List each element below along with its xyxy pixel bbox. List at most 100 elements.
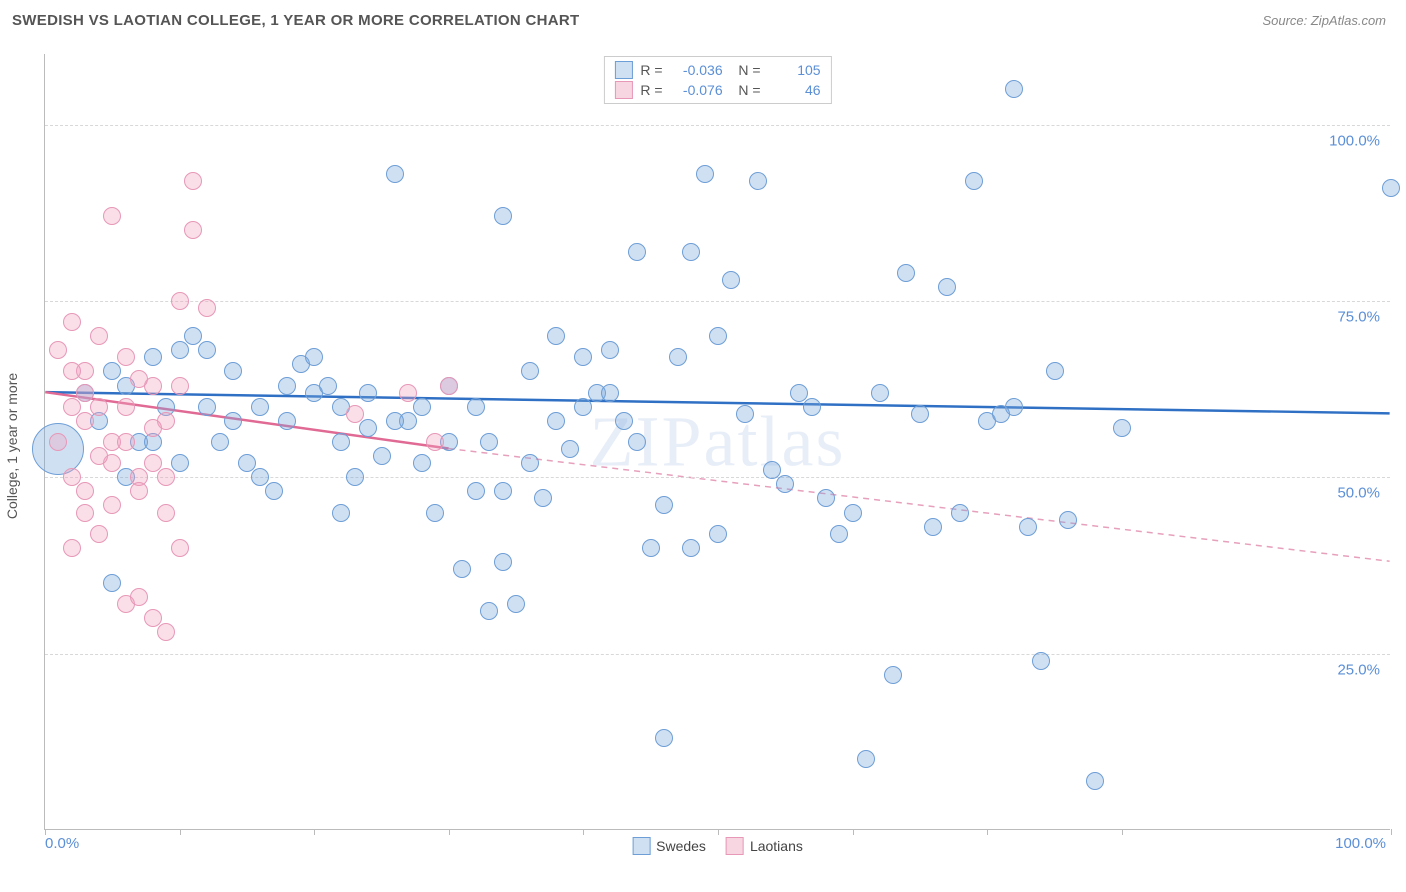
data-point <box>574 348 592 366</box>
data-point <box>628 433 646 451</box>
data-point <box>198 398 216 416</box>
data-point <box>278 412 296 430</box>
x-tick-label: 100.0% <box>1335 835 1386 852</box>
legend-r-label: R = <box>640 82 662 98</box>
data-point <box>144 348 162 366</box>
data-point <box>857 750 875 768</box>
data-point <box>709 525 727 543</box>
data-point <box>480 602 498 620</box>
data-point <box>453 560 471 578</box>
data-point <box>413 398 431 416</box>
data-point <box>184 172 202 190</box>
data-point <box>373 447 391 465</box>
x-tick-label: 0.0% <box>45 835 79 852</box>
data-point <box>117 398 135 416</box>
source-label: Source: ZipAtlas.com <box>1262 13 1386 28</box>
data-point <box>440 377 458 395</box>
data-point <box>507 595 525 613</box>
data-point <box>157 468 175 486</box>
x-tick <box>987 829 988 835</box>
data-point <box>103 496 121 514</box>
data-point <box>736 405 754 423</box>
data-point <box>682 243 700 261</box>
data-point <box>480 433 498 451</box>
data-point <box>803 398 821 416</box>
legend-label: Swedes <box>656 838 706 854</box>
data-point <box>144 419 162 437</box>
data-point <box>547 327 565 345</box>
legend-n-value: 46 <box>769 82 821 98</box>
chart-card: SWEDISH VS LAOTIAN COLLEGE, 1 YEAR OR MO… <box>0 0 1406 892</box>
data-point <box>776 475 794 493</box>
data-point <box>1032 652 1050 670</box>
data-point <box>251 468 269 486</box>
data-point <box>494 553 512 571</box>
data-point <box>90 525 108 543</box>
data-point <box>103 574 121 592</box>
data-point <box>871 384 889 402</box>
data-point <box>76 384 94 402</box>
data-point <box>1019 518 1037 536</box>
data-point <box>521 454 539 472</box>
data-point <box>103 207 121 225</box>
x-tick <box>853 829 854 835</box>
data-point <box>171 539 189 557</box>
data-point <box>171 377 189 395</box>
data-point <box>494 207 512 225</box>
data-point <box>171 454 189 472</box>
y-tick-label: 25.0% <box>1337 661 1380 678</box>
legend-swatch <box>614 61 632 79</box>
legend-swatch <box>614 81 632 99</box>
data-point <box>305 348 323 366</box>
data-point <box>157 504 175 522</box>
series-legend: Swedes Laotians <box>632 837 803 855</box>
data-point <box>494 482 512 500</box>
data-point <box>90 447 108 465</box>
grid-line <box>45 654 1390 655</box>
data-point <box>790 384 808 402</box>
legend-r-label: R = <box>640 62 662 78</box>
data-point <box>547 412 565 430</box>
x-tick <box>449 829 450 835</box>
data-point <box>951 504 969 522</box>
data-point <box>211 433 229 451</box>
data-point <box>574 398 592 416</box>
grid-line <box>45 477 1390 478</box>
grid-line <box>45 125 1390 126</box>
data-point <box>830 525 848 543</box>
data-point <box>709 327 727 345</box>
data-point <box>224 412 242 430</box>
legend-label: Laotians <box>750 838 803 854</box>
legend-swatch <box>632 837 650 855</box>
data-point <box>817 489 835 507</box>
data-point <box>399 384 417 402</box>
data-point <box>601 384 619 402</box>
data-point <box>63 362 81 380</box>
legend-row: R =-0.036 N =105 <box>614 61 820 79</box>
data-point <box>359 419 377 437</box>
data-point <box>238 454 256 472</box>
x-tick <box>718 829 719 835</box>
legend-swatch <box>726 837 744 855</box>
data-point <box>117 433 135 451</box>
legend-n-value: 105 <box>769 62 821 78</box>
data-point <box>90 398 108 416</box>
data-point <box>1086 772 1104 790</box>
data-point <box>184 327 202 345</box>
data-point <box>346 405 364 423</box>
legend-item: Swedes <box>632 837 706 855</box>
legend-row: R =-0.076 N =46 <box>614 81 820 99</box>
data-point <box>669 348 687 366</box>
data-point <box>49 433 67 451</box>
data-point <box>359 384 377 402</box>
y-axis-label: College, 1 year or more <box>4 373 20 519</box>
data-point <box>198 341 216 359</box>
legend-n-label: N = <box>731 62 761 78</box>
data-point <box>992 405 1010 423</box>
data-point <box>938 278 956 296</box>
data-point <box>130 482 148 500</box>
data-point <box>346 468 364 486</box>
data-point <box>924 518 942 536</box>
data-point <box>696 165 714 183</box>
data-point <box>90 327 108 345</box>
